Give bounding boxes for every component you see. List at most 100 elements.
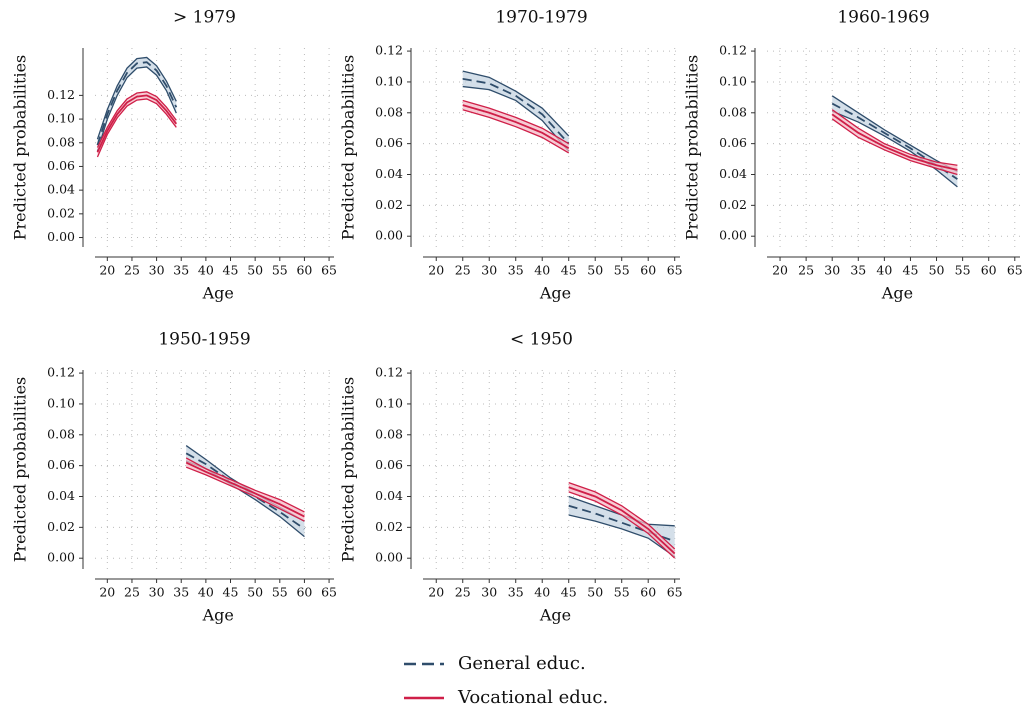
series-line <box>568 486 676 555</box>
confidence-band <box>462 71 569 152</box>
x-tick-label: 35 <box>508 263 524 278</box>
y-axis-label: Predicted probabilities <box>683 55 702 241</box>
confidence-band <box>832 109 958 175</box>
band-edge <box>831 109 958 166</box>
band-edge <box>568 491 676 559</box>
x-tick-label: 65 <box>321 585 337 600</box>
x-tick-label: 55 <box>614 585 630 600</box>
band-edge <box>462 109 570 154</box>
x-tick-label: 65 <box>667 263 683 278</box>
series-line <box>185 452 305 530</box>
band-edge <box>568 481 676 550</box>
series-line <box>462 104 570 150</box>
y-tick-label: 0.08 <box>375 426 403 441</box>
y-tick-label: 0.10 <box>375 395 403 410</box>
band-edge <box>831 95 958 172</box>
band-edge <box>96 56 177 140</box>
y-tick-label: 0.02 <box>47 205 75 220</box>
band-edge <box>96 66 177 152</box>
y-tick-label: 0.06 <box>47 158 75 173</box>
x-tick-label: 65 <box>321 263 337 278</box>
x-tick-label: 25 <box>124 263 140 278</box>
y-tick-label: 0.00 <box>375 228 403 243</box>
band-edge <box>831 118 958 176</box>
y-tick-label: 0.10 <box>375 73 403 88</box>
band-edge <box>462 70 570 137</box>
x-tick-label: 55 <box>272 263 288 278</box>
band-edge <box>831 110 958 188</box>
x-axis-label: Age <box>202 606 234 625</box>
x-tick-label: 50 <box>929 263 945 278</box>
y-tick-label: 0.02 <box>47 519 75 534</box>
y-axis-label: Predicted probabilities <box>339 55 358 241</box>
band-edge <box>96 91 177 148</box>
x-tick-label: 30 <box>149 585 165 600</box>
x-tick-label: 60 <box>296 263 312 278</box>
y-tick-label: 0.04 <box>375 488 403 503</box>
y-tick-label: 0.00 <box>375 550 403 565</box>
x-tick-label: 30 <box>481 263 497 278</box>
x-tick-label: 35 <box>850 263 866 278</box>
y-tick-label: 0.12 <box>719 43 747 58</box>
y-tick-label: 0.10 <box>47 395 75 410</box>
x-tick-label: 60 <box>640 585 656 600</box>
series-line <box>831 102 958 180</box>
legend-label: Vocational educ. <box>457 687 608 708</box>
x-tick-label: 55 <box>272 585 288 600</box>
x-tick-label: 50 <box>587 585 603 600</box>
y-tick-label: 0.06 <box>375 457 403 472</box>
y-tick-label: 0.02 <box>375 519 403 534</box>
y-tick-label: 0.06 <box>719 135 747 150</box>
x-tick-label: 45 <box>223 263 239 278</box>
y-tick-label: 0.08 <box>719 104 747 119</box>
series-line <box>185 461 305 518</box>
x-axis-label: Age <box>202 284 234 303</box>
x-tick-label: 20 <box>99 263 115 278</box>
y-tick-label: 0.06 <box>47 457 75 472</box>
y-tick-label: 0.00 <box>47 550 75 565</box>
y-axis-label: Predicted probabilities <box>339 377 358 563</box>
series-line <box>568 504 675 543</box>
y-tick-label: 0.04 <box>719 166 747 181</box>
series-line <box>96 61 178 146</box>
x-tick-label: 20 <box>772 263 788 278</box>
x-tick-label: 25 <box>798 263 814 278</box>
series-line <box>96 94 178 153</box>
y-tick-label: 0.12 <box>47 87 75 102</box>
y-tick-label: 0.08 <box>47 134 75 149</box>
panel-title: 1970-1979 <box>495 8 587 28</box>
x-tick-label: 60 <box>640 263 656 278</box>
band-edge <box>462 85 570 152</box>
x-tick-label: 50 <box>247 263 263 278</box>
x-tick-label: 40 <box>198 263 214 278</box>
x-axis-label: Age <box>539 284 571 303</box>
y-tick-label: 0.08 <box>47 426 75 441</box>
legend-label: General educ. <box>458 653 586 674</box>
band-edge <box>185 466 305 522</box>
y-tick-label: 0.06 <box>375 135 403 150</box>
y-tick-label: 0.04 <box>375 166 403 181</box>
band-edge <box>462 99 570 145</box>
x-tick-label: 35 <box>508 585 524 600</box>
x-tick-label: 40 <box>534 585 550 600</box>
x-tick-label: 40 <box>198 585 214 600</box>
y-tick-label: 0.12 <box>47 365 75 380</box>
x-tick-label: 50 <box>587 263 603 278</box>
x-tick-label: 65 <box>667 585 683 600</box>
x-axis-label: Age <box>881 284 913 303</box>
y-tick-label: 0.12 <box>375 365 403 380</box>
series-line <box>831 113 958 171</box>
x-tick-label: 35 <box>173 263 189 278</box>
band-edge <box>185 457 305 513</box>
x-tick-label: 45 <box>903 263 919 278</box>
x-tick-label: 45 <box>223 585 239 600</box>
x-tick-label: 30 <box>149 263 165 278</box>
x-tick-label: 25 <box>124 585 140 600</box>
panel-title: > 1979 <box>173 8 236 28</box>
x-tick-label: 45 <box>561 585 577 600</box>
y-tick-label: 0.04 <box>47 488 75 503</box>
x-tick-label: 40 <box>534 263 550 278</box>
y-tick-label: 0.08 <box>375 104 403 119</box>
y-tick-label: 0.04 <box>47 182 75 197</box>
